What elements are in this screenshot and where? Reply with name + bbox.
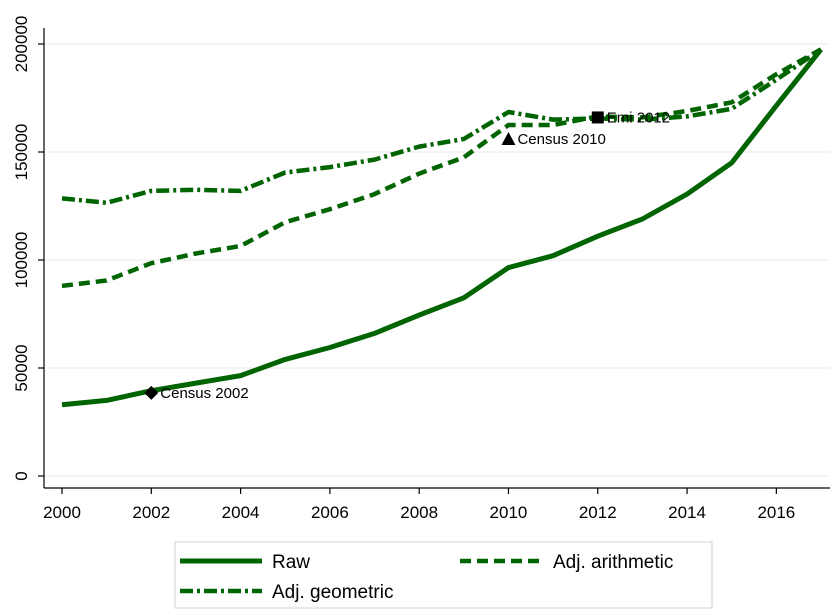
y-tick-label: 50000 [12, 344, 31, 391]
x-tick-label: 2010 [490, 503, 528, 522]
series-line-adj-arithmetic [61, 47, 823, 289]
marker-diamond [144, 385, 159, 400]
marker-triangle [501, 132, 516, 146]
y-tick-label: 150000 [12, 124, 31, 181]
x-tick-label: 2006 [311, 503, 349, 522]
y-tick-label: 100000 [12, 232, 31, 289]
annotation-label: Census 2010 [517, 131, 605, 148]
series-line-adj-geometric [61, 47, 823, 206]
legend-label: Raw [272, 552, 310, 573]
legend-box [174, 541, 713, 609]
y-tick-label: 200000 [12, 16, 31, 73]
series-lines [61, 47, 823, 408]
legend: Raw Adj. arithmetic Adj. geometric [174, 541, 713, 609]
legend-label: Adj. geometric [272, 582, 393, 603]
y-tick-label: 0 [12, 471, 31, 480]
gridlines [44, 43, 830, 477]
x-tick-label: 2000 [43, 503, 81, 522]
x-tick-label: 2004 [222, 503, 260, 522]
x-tick-label: 2014 [668, 503, 706, 522]
x-axis-ticks: 2000 2002 2004 2006 2008 2010 2012 2014 2016 [43, 488, 795, 522]
x-tick-label: 2002 [132, 503, 170, 522]
x-tick-label: 2012 [579, 503, 617, 522]
x-tick-label: 2008 [400, 503, 438, 522]
annotation-label: Census 2002 [160, 385, 248, 402]
marker-square [591, 111, 604, 124]
legend-label: Adj. arithmetic [553, 552, 673, 573]
annotation-label: Emi 2012 [607, 109, 670, 126]
x-tick-label: 2016 [757, 503, 795, 522]
y-axis-ticks: 0 50000 100000 150000 200000 [12, 16, 44, 481]
series-line-raw [61, 47, 823, 408]
